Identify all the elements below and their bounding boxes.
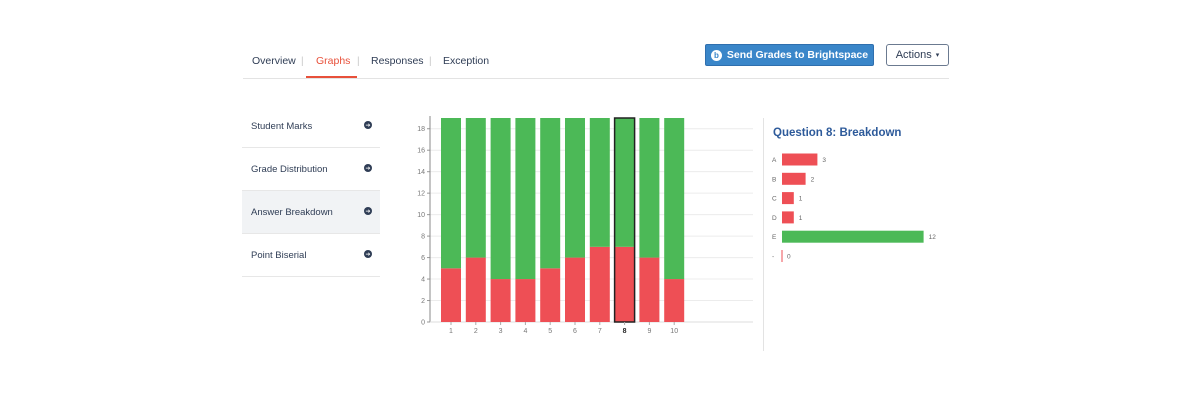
bar-correct [565, 118, 585, 258]
bar-incorrect [465, 257, 486, 322]
tab-overview[interactable]: Overview [252, 55, 296, 67]
sidebar-item-student-marks[interactable]: Student Marks ➔ [242, 105, 380, 148]
option-count-label: 1 [799, 196, 803, 203]
sidebar-item-grade-distribution[interactable]: Grade Distribution ➔ [242, 148, 380, 191]
option-count-label: 1 [799, 215, 803, 222]
x-tick-label: 2 [474, 328, 478, 335]
sidebar-item-answer-breakdown[interactable]: Answer Breakdown ➔ [242, 191, 380, 234]
y-tick-label: 4 [421, 277, 425, 284]
caret-down-icon: ▾ [935, 52, 940, 59]
tab-bar: Overview | Graphs | Responses | Exceptio… [243, 46, 949, 79]
bar-incorrect [614, 246, 635, 322]
option-label: - [772, 254, 774, 261]
sidebar-item-label: Point Biserial [251, 250, 307, 261]
bar-incorrect [441, 268, 461, 322]
sidebar-menu: Student Marks ➔ Grade Distribution ➔ Ans… [242, 105, 380, 277]
y-tick-label: 14 [417, 169, 425, 176]
option-label: C [772, 196, 777, 203]
option-count-label: 2 [811, 176, 815, 183]
bar-correct [639, 118, 660, 258]
x-tick-label: 9 [647, 328, 651, 335]
y-tick-label: 18 [417, 126, 425, 133]
tab-separator: | [357, 56, 360, 67]
option-bar [782, 230, 924, 243]
option-bar [782, 153, 818, 166]
option-bar [782, 172, 806, 185]
arrow-right-icon: ➔ [364, 164, 372, 172]
bar-correct [540, 118, 561, 269]
bar-correct [465, 118, 486, 258]
x-tick-label: 5 [548, 328, 552, 335]
bar-correct [490, 118, 511, 280]
bar-incorrect [515, 279, 536, 322]
option-bar [782, 192, 794, 205]
active-tab-underline [306, 76, 357, 78]
actions-dropdown-button[interactable]: Actions ▾ [886, 44, 949, 66]
option-label: A [772, 157, 777, 164]
option-label: E [772, 234, 777, 241]
arrow-right-icon: ➔ [364, 250, 372, 258]
x-tick-label: 6 [573, 328, 577, 335]
y-tick-label: 12 [417, 191, 425, 198]
x-tick-label: 3 [499, 328, 503, 335]
bar-incorrect [540, 268, 561, 322]
y-tick-label: 16 [417, 148, 425, 155]
x-tick-label: 7 [598, 328, 602, 335]
option-count-label: 0 [787, 254, 791, 261]
sidebar-item-label: Student Marks [251, 121, 313, 132]
x-tick-label: 4 [523, 328, 527, 335]
bar-incorrect [639, 257, 660, 322]
breakdown-title: Question 8: Breakdown [773, 127, 902, 139]
x-tick-label: 8 [623, 328, 627, 335]
y-tick-label: 6 [421, 255, 425, 262]
option-label: D [772, 215, 777, 222]
option-label: B [772, 176, 776, 183]
bar-incorrect [664, 279, 685, 322]
tab-separator: | [301, 56, 304, 67]
option-count-label: 3 [822, 157, 826, 164]
bar-correct [441, 118, 461, 269]
bar-correct [614, 118, 635, 247]
arrow-right-icon: ➔ [364, 121, 372, 129]
bar-incorrect [589, 246, 610, 322]
actions-label: Actions [895, 49, 932, 61]
y-tick-label: 10 [417, 212, 425, 219]
y-tick-label: 0 [421, 320, 425, 327]
arrow-right-icon: ➔ [364, 207, 372, 215]
tab-graphs[interactable]: Graphs [316, 55, 351, 67]
bar-correct [515, 118, 536, 280]
bar-correct [664, 118, 685, 280]
send-grades-label: Send Grades to Brightspace [726, 49, 869, 61]
panel-divider [763, 118, 764, 351]
y-tick-label: 8 [421, 234, 425, 241]
sidebar-item-label: Grade Distribution [251, 164, 328, 175]
x-tick-label: 10 [670, 328, 678, 335]
tab-exception[interactable]: Exception [443, 55, 490, 67]
y-tick-label: 2 [421, 298, 425, 305]
bar-correct [589, 118, 610, 247]
question-breakdown-chart: A 3 B 2 C 1 D 1 E 12 - 0 [772, 153, 937, 262]
sidebar-item-label: Answer Breakdown [251, 207, 333, 218]
tab-responses[interactable]: Responses [371, 55, 424, 67]
option-bar [782, 211, 794, 224]
send-grades-button[interactable]: b Send Grades to Brightspace [705, 44, 874, 66]
bar-incorrect [490, 279, 511, 322]
option-count-label: 12 [929, 234, 937, 241]
x-tick-label: 1 [449, 328, 453, 335]
tab-separator: | [429, 56, 432, 67]
bar-incorrect [565, 257, 585, 322]
brightspace-b-icon: b [710, 49, 722, 61]
sidebar-item-point-biserial[interactable]: Point Biserial ➔ [242, 234, 380, 277]
